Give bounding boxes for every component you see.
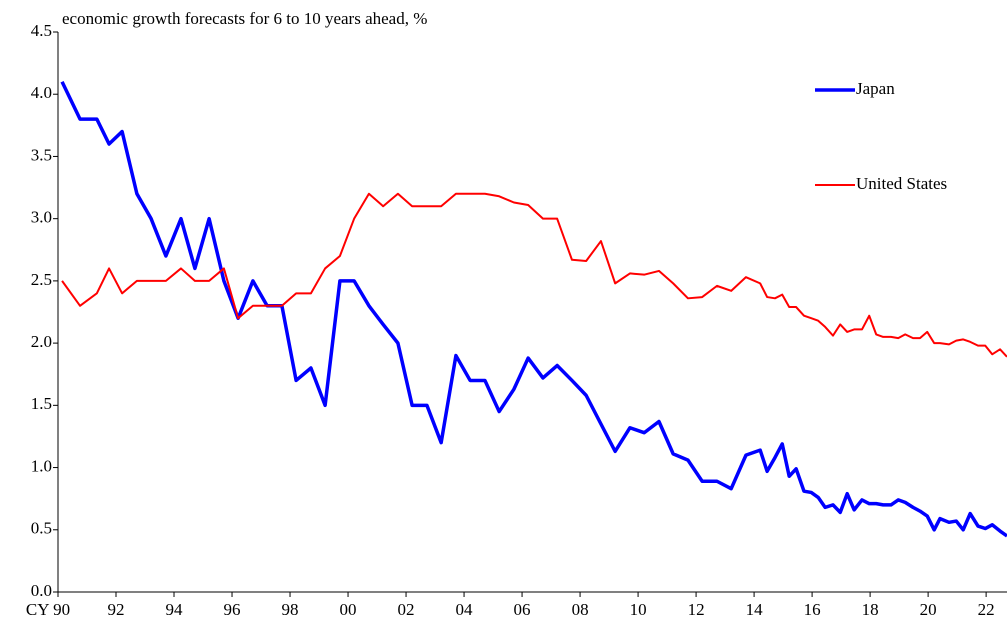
x-tick-label: 08 (572, 600, 589, 619)
y-tick-label: 2.0 (31, 332, 52, 351)
y-tick-label: 3.0 (31, 208, 52, 227)
y-tick-label: 1.0 (31, 456, 52, 475)
y-tick-label: 1.5 (31, 394, 52, 413)
y-tick-label: 0.5 (31, 519, 52, 538)
x-tick-label: 00 (340, 600, 357, 619)
x-tick-label: 96 (224, 600, 241, 619)
x-tick-label: 10 (630, 600, 647, 619)
y-tick-label: 2.5 (31, 270, 52, 289)
x-tick-label: 16 (804, 600, 821, 619)
x-tick-label: 98 (282, 600, 299, 619)
x-tick-label: 14 (746, 600, 764, 619)
x-tick-label: 12 (688, 600, 705, 619)
x-tick-label: 02 (398, 600, 415, 619)
y-tick-label: 4.5 (31, 21, 52, 40)
x-tick-label: CY 90 (26, 600, 70, 619)
legend-label: Japan (856, 79, 895, 98)
x-tick-label: 22 (978, 600, 995, 619)
series-line (61, 192, 1007, 358)
y-tick-label: 4.0 (31, 83, 52, 102)
chart-title: economic growth forecasts for 6 to 10 ye… (62, 9, 427, 28)
x-tick-label: 92 (108, 600, 125, 619)
x-tick-label: 94 (166, 600, 184, 619)
legend-label: United States (856, 174, 947, 193)
series-line (60, 81, 1007, 538)
y-tick-label: 0.0 (31, 581, 52, 600)
x-tick-label: 20 (920, 600, 937, 619)
x-tick-label: 04 (456, 600, 474, 619)
y-tick-label: 3.5 (31, 145, 52, 164)
x-tick-label: 18 (862, 600, 879, 619)
x-tick-label: 06 (514, 600, 531, 619)
